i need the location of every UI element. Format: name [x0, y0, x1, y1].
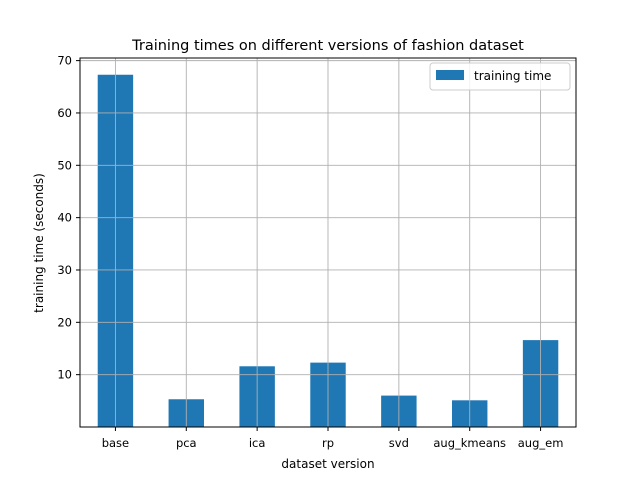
y-axis-label: training time (seconds) — [32, 173, 46, 313]
legend-swatch — [436, 70, 464, 80]
legend-label: training time — [474, 69, 551, 83]
x-tick-label: ica — [249, 436, 266, 450]
plot-frame — [79, 57, 577, 428]
y-tick-label: 60 — [57, 106, 72, 120]
chart-title: Training times on different versions of … — [131, 38, 524, 54]
x-tick-label: pca — [176, 436, 197, 450]
y-tick-label: 10 — [57, 368, 72, 382]
x-axis-label: dataset version — [281, 457, 374, 471]
gridlines — [80, 58, 576, 427]
x-tick-label: aug_kmeans — [433, 436, 506, 450]
y-tick-label: 70 — [57, 54, 72, 68]
y-tick-label: 50 — [57, 158, 72, 172]
legend: training time — [429, 62, 571, 91]
x-tick-label: base — [102, 436, 129, 450]
y-tick-label: 30 — [57, 263, 72, 277]
x-tick-label: rp — [322, 436, 334, 450]
legend-box — [429, 62, 571, 91]
x-tick-label: aug_em — [518, 436, 564, 450]
x-tick-label: svd — [389, 436, 409, 450]
y-tick-label: 20 — [57, 315, 72, 329]
axis-ticks: 10 20 30 40 50 60 70 base pca ica rp svd aug_kmeans a… — [57, 54, 563, 450]
y-tick-label: 40 — [57, 211, 72, 225]
